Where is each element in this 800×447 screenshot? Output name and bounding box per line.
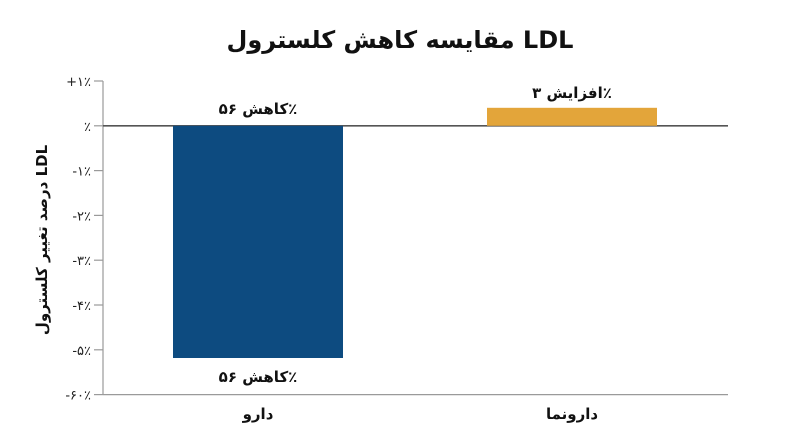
y-tick-label: -۲٪ — [72, 209, 91, 224]
y-tick-label: -۱٪ — [72, 165, 91, 180]
data-label-bottom: کاهش ۵۶٪ — [219, 368, 298, 386]
data-label: افزایش ۳٪ — [532, 84, 612, 102]
y-tick-label: -۴٪ — [72, 299, 91, 314]
y-tick-label: -۶۰٪ — [65, 389, 91, 404]
y-axis-label: درصد تغییر کلسترول LDL — [33, 144, 51, 335]
x-category-label: دارو — [242, 405, 274, 423]
bar-1 — [173, 125, 343, 358]
y-tick-label: +۱٪ — [66, 75, 91, 90]
y-tick-label: -۵٪ — [72, 344, 91, 359]
axes: +۱٪ ٪ -۱٪ -۲٪ -۳٪ -۴٪ -۵٪ -۶۰٪ دارو دارونما — [65, 75, 728, 423]
chart-title: مقایسه کاهش کلسترول LDL — [227, 26, 574, 54]
y-tick-label: -۳٪ — [72, 254, 91, 269]
x-category-label: دارونما — [546, 405, 598, 423]
bar-2 — [487, 107, 657, 126]
y-tick-label: ٪ — [84, 120, 91, 135]
bars — [173, 107, 657, 358]
data-label: کاهش ۵۶٪ — [219, 100, 298, 118]
data-labels: کاهش ۵۶٪ کاهش ۵۶٪ افزایش ۳٪ — [219, 84, 612, 386]
